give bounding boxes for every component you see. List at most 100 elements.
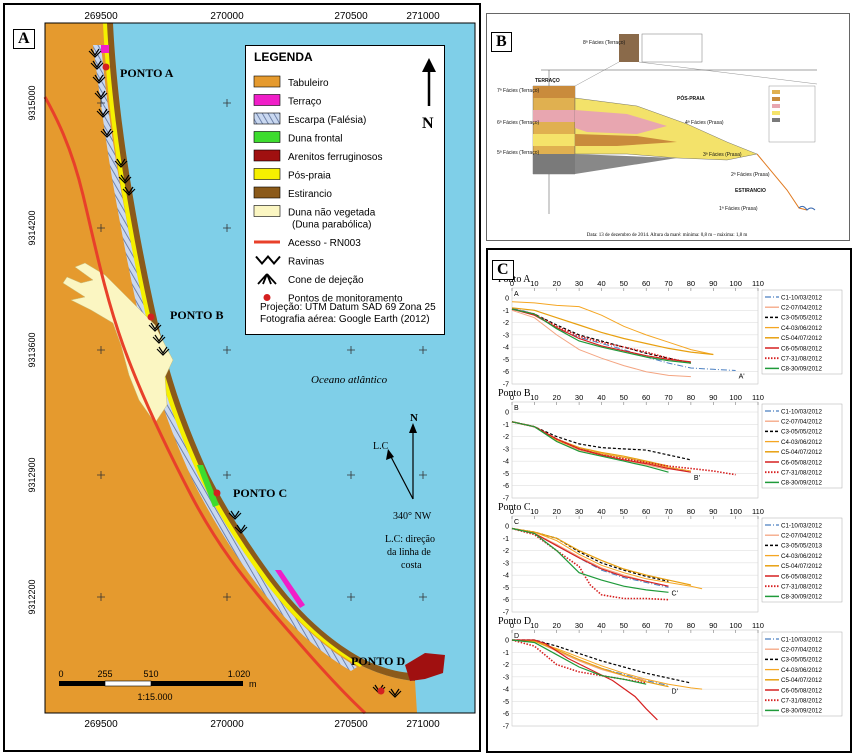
grid-cross (347, 593, 355, 601)
x-tick-label: 70 (664, 507, 672, 516)
y-tick-label: -7 (503, 724, 509, 731)
x-tick-label: 80 (687, 621, 695, 630)
ravine-marker (152, 334, 166, 344)
legend-swatch (253, 94, 281, 106)
legend-item-label: Escarpa (Falésia) (288, 115, 366, 126)
x-tick-label: 110 (752, 279, 764, 288)
y-tick-label: -1 (503, 650, 509, 657)
x-tick-label: 20 (553, 507, 561, 516)
svg-text:TERRAÇO: TERRAÇO (535, 78, 560, 84)
chart-legend-label: C3-05/05/2013 (781, 543, 822, 550)
legend-item-label: Pontos de monitoramento (288, 294, 403, 305)
ravine-marker (88, 48, 102, 58)
x-tick-labels: 269500 270000 270500 271000 269500 27000… (84, 11, 440, 730)
x-tick-label: 30 (575, 621, 583, 630)
x-tick-label: 110 (752, 621, 764, 630)
svg-text:9313600: 9313600 (27, 332, 37, 367)
legend-swatch (253, 186, 281, 199)
profile-start-label: C (514, 519, 519, 526)
legend-photo: Fotografia aérea: Google Earth (2012) (260, 314, 430, 325)
chart-legend-label: C6-05/08/2012 (781, 459, 822, 466)
chart-legend-label: C4-03/06/2012 (781, 439, 822, 446)
y-tick-label: -4 (503, 459, 509, 466)
x-tick-label: 40 (597, 507, 605, 516)
chart-legend-label: C2-07/04/2012 (781, 647, 822, 654)
ravine-marker (118, 174, 132, 184)
x-tick-label: 30 (575, 393, 583, 402)
profile-labels: TERRAÇO PÓS-PRAIA ESTIRANCIO 1ª Fácies (… (497, 40, 770, 212)
profile-caption: Data: 13 de dezembro de 2014. Altura da … (587, 233, 748, 238)
grid-cross (419, 346, 427, 354)
svg-text:270000: 270000 (210, 719, 244, 730)
chart-legend-label: C2-07/04/2012 (781, 305, 822, 312)
chart-legend-label: C5-04/07/2012 (781, 335, 822, 342)
grid-cross (223, 99, 231, 107)
x-tick-label: 50 (620, 279, 628, 288)
compass-angle: 340° NW (393, 511, 432, 522)
point-d-marker (377, 687, 385, 695)
monitoring-points: PONTO A PONTO B PONTO C PONTO D (102, 63, 405, 695)
profile-series-line (511, 528, 703, 590)
legend-item-label: Duna não vegetada (288, 208, 376, 219)
svg-text:271000: 271000 (406, 11, 440, 22)
arenitos-ferruginosos (405, 653, 445, 681)
svg-text:510: 510 (143, 669, 158, 679)
profile-series-line (511, 527, 669, 593)
x-tick-label: 30 (575, 279, 583, 288)
x-tick-label: 20 (553, 393, 561, 402)
y-tick-label: -6 (503, 483, 509, 490)
svg-text:4ª Fácies (Prasa): 4ª Fácies (Prasa) (685, 120, 724, 126)
profile-series-line (511, 527, 692, 586)
ravine-marker (156, 346, 170, 356)
y-tick-label: -7 (503, 382, 509, 389)
ravine-marker (388, 688, 402, 698)
ravine-markers (88, 48, 402, 698)
profile-start-label: B (514, 405, 519, 412)
terraco-area (101, 45, 109, 53)
legend-swatch (253, 168, 281, 180)
chart-plot-area (511, 515, 759, 613)
point-c-marker (213, 489, 221, 497)
legend-item-label: Ravinas (288, 257, 324, 268)
x-tick-label: 80 (687, 507, 695, 516)
x-tick-label: 50 (620, 393, 628, 402)
y-tick-label: 0 (505, 410, 509, 417)
profile-end-label: D' (672, 688, 678, 695)
legend-item-label: Cone de dejeção (288, 275, 364, 286)
north-arrow-label: N (422, 115, 434, 132)
chart-legend-label: C1-10/03/2012 (781, 294, 822, 301)
x-tick-label: 10 (530, 393, 538, 402)
chart-legend-label: C8-30/09/2012 (781, 708, 822, 715)
profile-series-line (511, 421, 736, 476)
x-tick-label: 60 (642, 621, 650, 630)
profile-series-line (511, 527, 669, 587)
profile-series-line (511, 308, 691, 364)
legend-item-label-2: (Duna parabólica) (292, 220, 372, 231)
duna-frontal (197, 465, 219, 507)
svg-text:9312200: 9312200 (27, 579, 37, 614)
grid-cross (223, 346, 231, 354)
chart-legend (761, 403, 843, 489)
profile-chart: Ponto B0-1-2-3-4-5-6-70 10 20 30 40 50 60 70 80 9… (498, 388, 843, 503)
ravine-marker (92, 74, 106, 84)
svg-text:PÓS-PRAIA: PÓS-PRAIA (677, 94, 705, 102)
coastline-direction-compass: N L.C 340° NW L.C: direção da linha de c… (373, 412, 435, 571)
grid-cross (419, 471, 427, 479)
svg-text:1.020: 1.020 (228, 669, 251, 679)
svg-text:ESTIRANCIO: ESTIRANCIO (735, 188, 766, 194)
profile-series-line (511, 301, 714, 355)
y-tick-label: -4 (503, 573, 509, 580)
chart-legend-label: C8-30/09/2012 (781, 594, 822, 601)
ravine-marker (100, 128, 114, 138)
chart-legend-label: C7-31/08/2012 (781, 470, 822, 477)
profile-start-label: D (514, 633, 519, 640)
x-tick-label: 60 (642, 279, 650, 288)
x-tick-label: 50 (620, 507, 628, 516)
svg-text:270000: 270000 (210, 11, 244, 22)
x-tick-label: 80 (687, 279, 695, 288)
svg-text:7ª Fácies (Terraço): 7ª Fácies (Terraço) (497, 88, 539, 94)
road-rn003 (43, 96, 367, 715)
chart-legend-label: C5-04/07/2012 (781, 677, 822, 684)
profile-series-line (512, 639, 658, 721)
chart-legend-label: C5-04/07/2012 (781, 563, 822, 570)
